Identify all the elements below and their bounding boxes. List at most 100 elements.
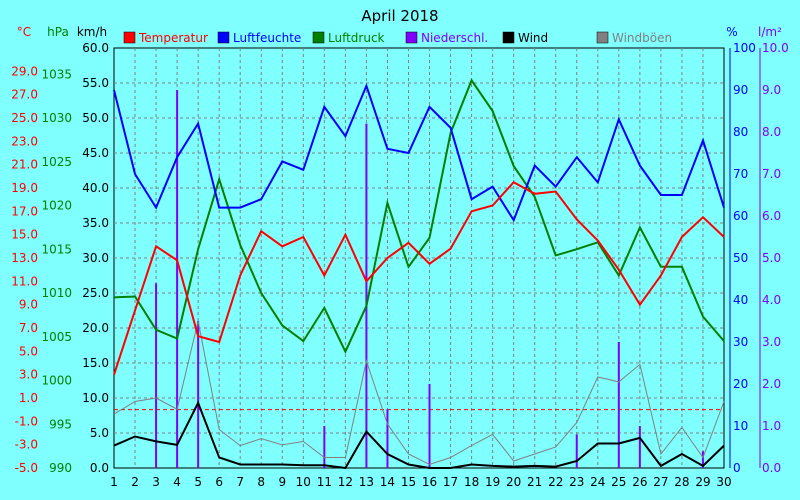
wind-tick-label: 10.0 <box>82 391 109 405</box>
x-tick-label: 21 <box>527 475 542 489</box>
wind-tick-label: 60.0 <box>82 41 109 55</box>
x-tick-label: 23 <box>569 475 584 489</box>
legend-swatch <box>312 31 325 44</box>
legend-label: Windböen <box>612 31 672 45</box>
x-tick-label: 22 <box>548 475 563 489</box>
wind-tick-label: 35.0 <box>82 216 109 230</box>
pressure-unit-label: hPa <box>47 25 69 39</box>
x-tick-label: 24 <box>590 475 605 489</box>
humidity-tick-label: 60 <box>733 209 748 223</box>
humidity-tick-label: 0 <box>733 461 741 475</box>
humidity-tick-label: 100 <box>733 41 756 55</box>
humidity-tick-label: 30 <box>733 335 748 349</box>
series-line-wind <box>113 400 725 470</box>
temperature-tick-label: 3.0 <box>19 368 38 382</box>
precipitation-tick-label: 1.0 <box>762 419 781 433</box>
x-tick-label: 25 <box>611 475 626 489</box>
humidity-tick-label: 70 <box>733 167 748 181</box>
legend-label: Wind <box>518 31 548 45</box>
temperature-tick-label: 15.0 <box>11 228 38 242</box>
wind-tick-label: 45.0 <box>82 146 109 160</box>
wind-tick-label: 40.0 <box>82 181 109 195</box>
pressure-tick-label: 1005 <box>41 330 72 344</box>
temperature-tick-label: 13.0 <box>11 251 38 265</box>
pressure-tick-label: 1020 <box>41 199 72 213</box>
temperature-tick-label: 5.0 <box>19 344 38 358</box>
pressure-tick-label: 1035 <box>41 67 72 81</box>
wind-unit-label: km/h <box>77 25 107 39</box>
x-tick-label: 15 <box>401 475 416 489</box>
x-tick-label: 12 <box>338 475 353 489</box>
x-tick-label: 10 <box>296 475 311 489</box>
precipitation-tick-label: 6.0 <box>762 209 781 223</box>
humidity-tick-label: 10 <box>733 419 748 433</box>
temperature-tick-label: 9.0 <box>19 298 38 312</box>
legend-label: Luftfeuchte <box>233 31 301 45</box>
x-tick-label: 2 <box>131 475 139 489</box>
wind-tick-label: 55.0 <box>82 76 109 90</box>
x-tick-label: 11 <box>317 475 332 489</box>
x-tick-label: 17 <box>443 475 458 489</box>
series-line-luftdruck <box>113 78 725 354</box>
humidity-tick-label: 50 <box>733 251 748 265</box>
pressure-tick-label: 1010 <box>41 286 72 300</box>
precipitation-tick-label: 9.0 <box>762 83 781 97</box>
legend-swatch <box>217 31 230 44</box>
legend-swatch <box>123 31 136 44</box>
wind-tick-label: 50.0 <box>82 111 109 125</box>
legend-label: Luftdruck <box>328 31 385 45</box>
precipitation-tick-label: 2.0 <box>762 377 781 391</box>
x-tick-label: 27 <box>653 475 668 489</box>
temperature-tick-label: -1.0 <box>15 414 38 428</box>
temperature-tick-label: 27.0 <box>11 88 38 102</box>
x-tick-label: 19 <box>485 475 500 489</box>
humidity-unit-label: % <box>726 25 737 39</box>
temperature-tick-label: 21.0 <box>11 158 38 172</box>
legend-label: Niederschl. <box>421 31 488 45</box>
humidity-tick-label: 40 <box>733 293 748 307</box>
legend-label: Temperatur <box>138 31 208 45</box>
x-tick-label: 14 <box>380 475 395 489</box>
legend-swatch <box>502 31 515 44</box>
precipitation-tick-label: 10.0 <box>762 41 789 55</box>
pressure-tick-label: 1025 <box>41 155 72 169</box>
humidity-tick-label: 90 <box>733 83 748 97</box>
temperature-tick-label: 7.0 <box>19 321 38 335</box>
pressure-tick-label: 990 <box>49 461 72 475</box>
series-line-temperatur <box>113 180 725 376</box>
humidity-tick-label: 80 <box>733 125 748 139</box>
wind-tick-label: 15.0 <box>82 356 109 370</box>
wind-tick-label: 5.0 <box>90 426 109 440</box>
series-line-windben <box>113 320 725 466</box>
x-tick-label: 5 <box>194 475 202 489</box>
x-tick-label: 16 <box>422 475 437 489</box>
temperature-tick-label: 1.0 <box>19 391 38 405</box>
pressure-tick-label: 995 <box>49 417 72 431</box>
x-tick-label: 28 <box>674 475 689 489</box>
wind-tick-label: 20.0 <box>82 321 109 335</box>
wind-tick-label: 0.0 <box>90 461 109 475</box>
temperature-tick-label: 29.0 <box>11 64 38 78</box>
precipitation-unit-label: l/m² <box>758 25 782 39</box>
humidity-tick-label: 20 <box>733 377 748 391</box>
pressure-tick-label: 1000 <box>41 374 72 388</box>
temperature-tick-label: -3.0 <box>15 438 38 452</box>
x-tick-label: 1 <box>110 475 118 489</box>
precipitation-tick-label: 8.0 <box>762 125 781 139</box>
x-tick-label: 18 <box>464 475 479 489</box>
x-tick-label: 8 <box>257 475 265 489</box>
temperature-tick-label: -5.0 <box>15 461 38 475</box>
x-tick-label: 26 <box>632 475 647 489</box>
x-tick-label: 3 <box>152 475 160 489</box>
wind-tick-label: 25.0 <box>82 286 109 300</box>
precipitation-tick-label: 3.0 <box>762 335 781 349</box>
x-tick-label: 13 <box>359 475 374 489</box>
temperature-unit-label: °C <box>17 25 31 39</box>
pressure-tick-label: 1030 <box>41 111 72 125</box>
chart-title: April 2018 <box>361 7 438 25</box>
temperature-tick-label: 25.0 <box>11 111 38 125</box>
series-line-luftfeuchte <box>113 82 725 223</box>
wind-tick-label: 30.0 <box>82 251 109 265</box>
